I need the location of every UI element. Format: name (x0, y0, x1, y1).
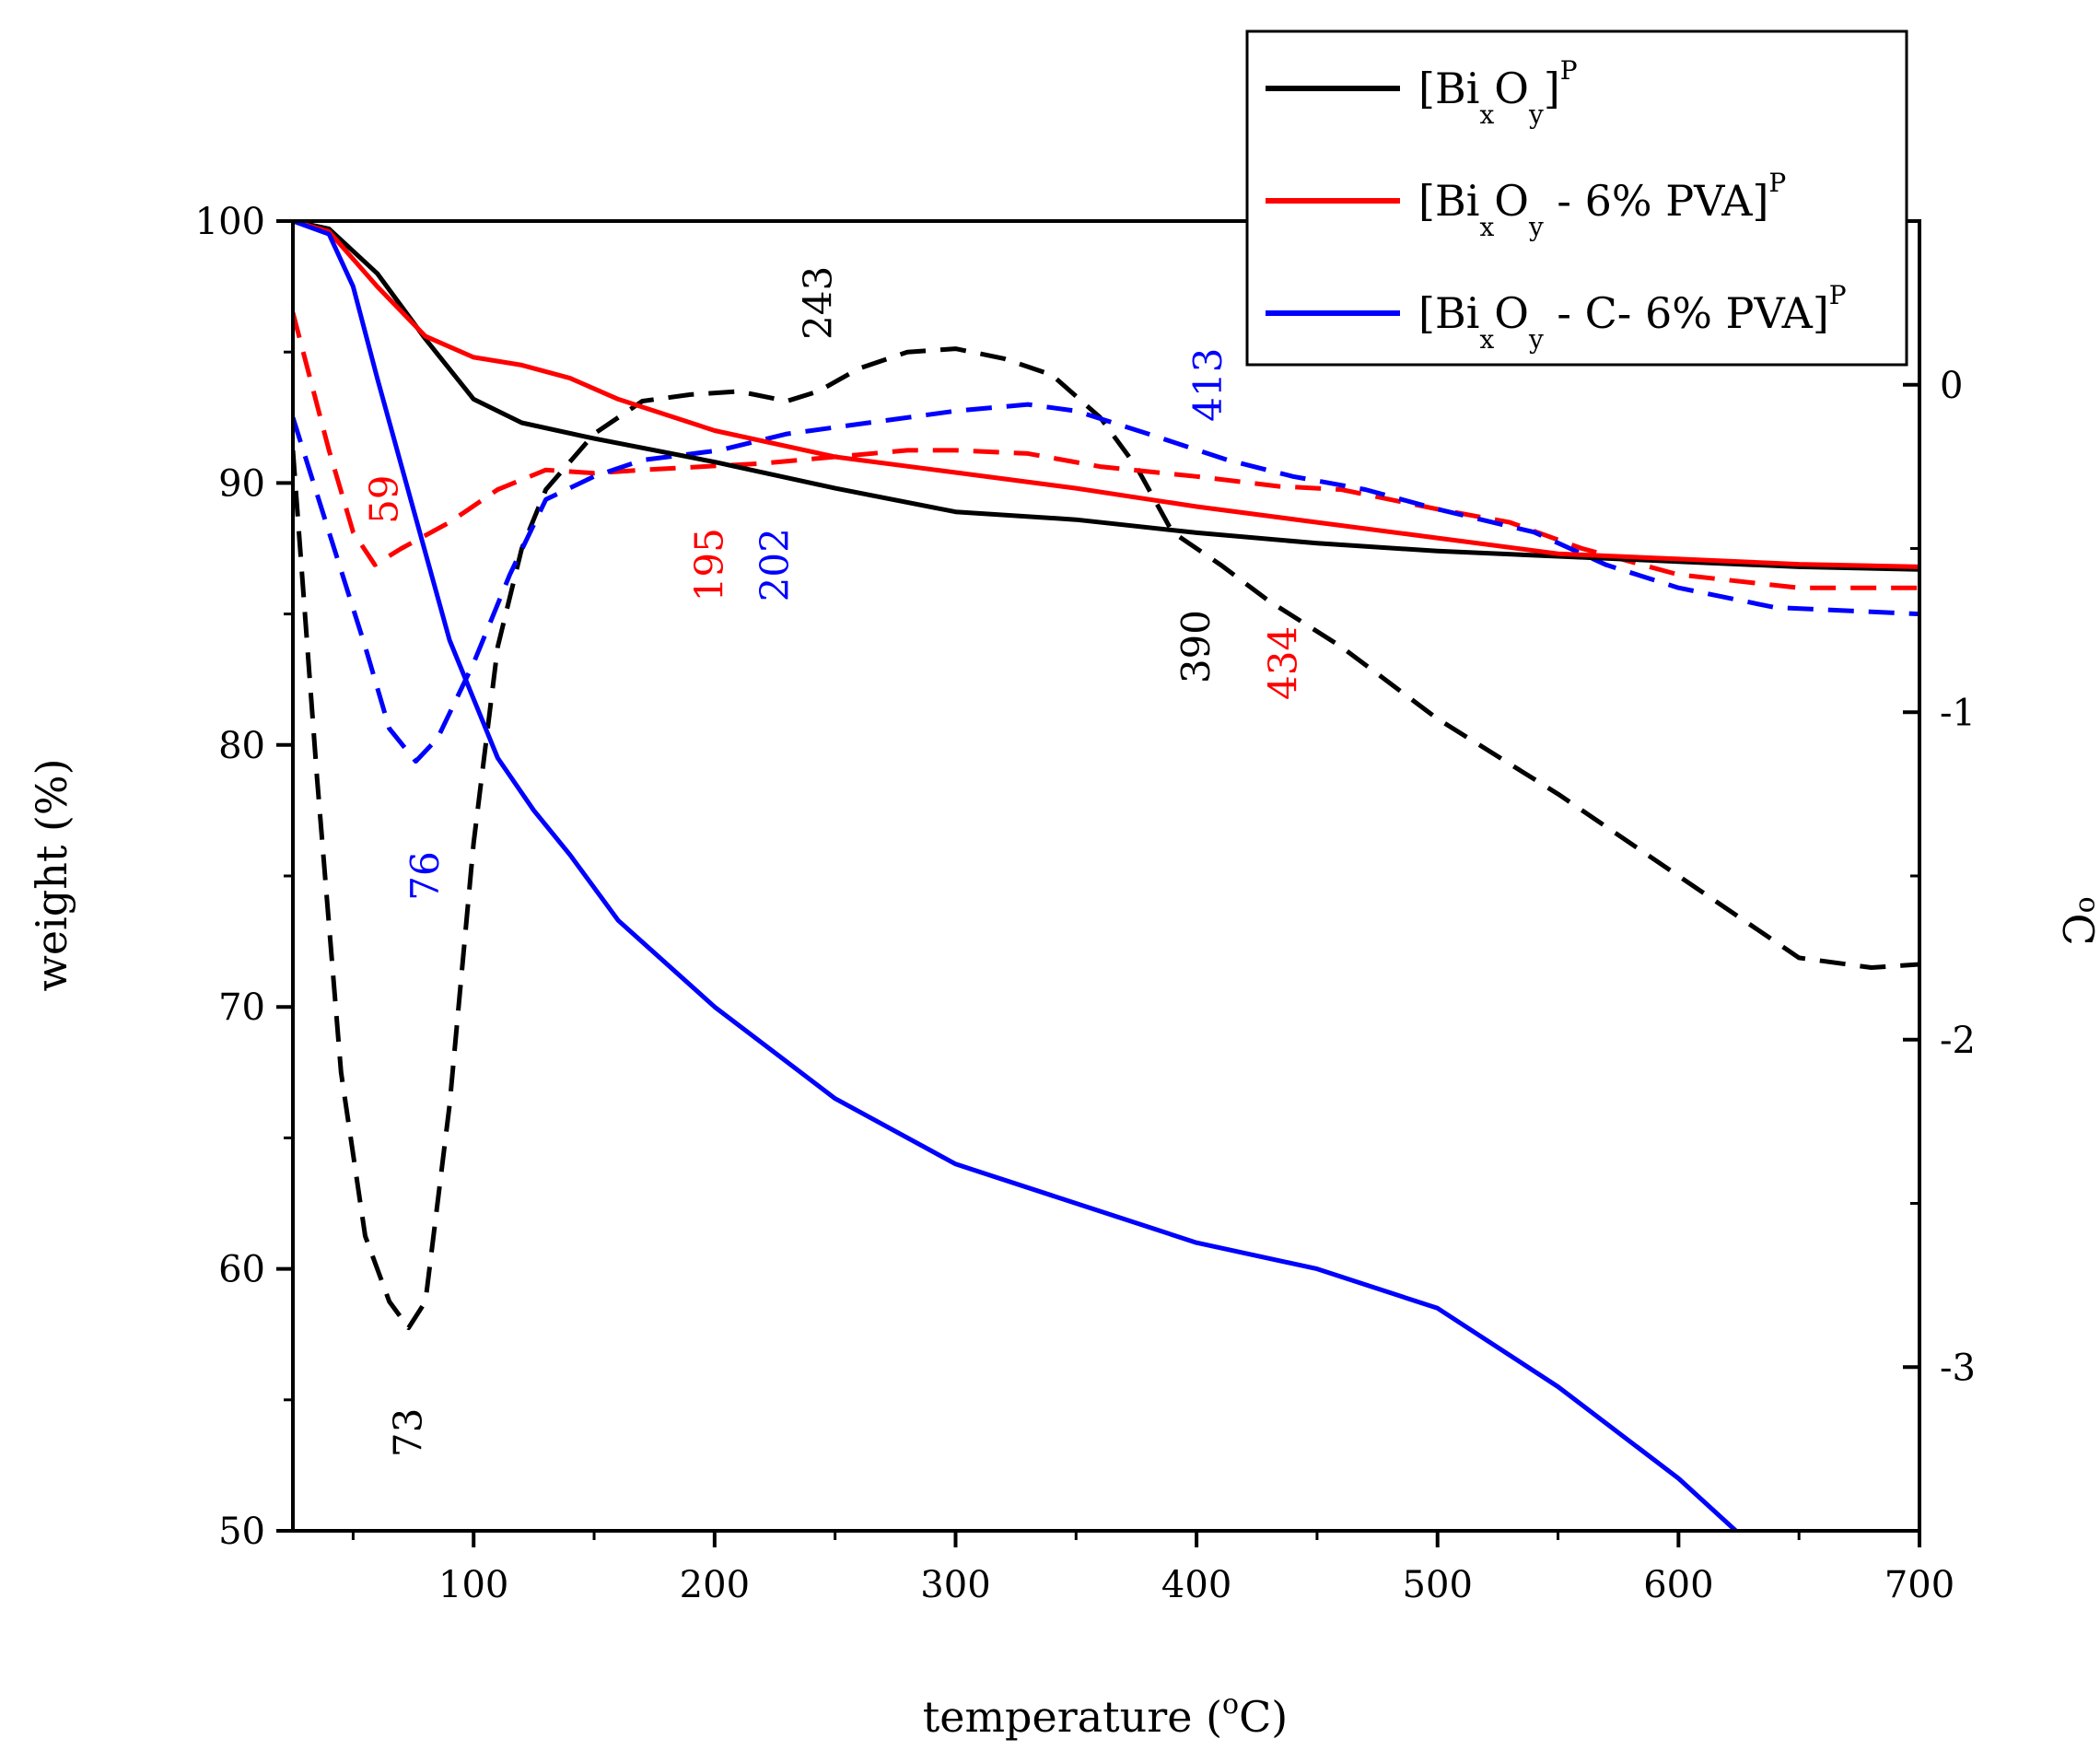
legend: [BixOy]P [BixOy - 6% PVA]P [BixOy - C- 6% … (1245, 29, 1908, 367)
legend-label: [BixOy - 6% PVA]P (1418, 168, 1786, 242)
y-axis-title: weight (%) (27, 758, 76, 991)
peak-label-390: 390 (1173, 610, 1219, 683)
y-tick-label: 50 (218, 1511, 265, 1553)
series-line-dta-0000ff (293, 402, 1919, 764)
y-tick-label: 80 (218, 725, 265, 767)
y2-tick-label: 0 (1940, 365, 1963, 407)
annotation-layer: 73 243 390 59 195 434 76 202 413 (361, 266, 1305, 1457)
series-layer (293, 221, 1919, 1531)
series-line-tga-0000ff (293, 221, 1740, 1531)
y2-tick-label: -3 (1940, 1347, 1976, 1389)
ticks-layer: 100 200 300 400 500 600 700 50 60 70 80 90 100 0 -1 -2 -… (195, 201, 1976, 1606)
y2-tick-label: -1 (1940, 692, 1976, 734)
series-line-dta-ff0000 (293, 311, 1919, 590)
peak-label-195: 195 (687, 528, 732, 601)
legend-label: [BixOy]P (1418, 55, 1578, 130)
plot-frame (291, 219, 1921, 1533)
y2-tick-label: -2 (1940, 1020, 1976, 1062)
peak-label-202: 202 (752, 528, 797, 601)
y-tick-label: 90 (218, 462, 265, 505)
x-tick-label: 300 (920, 1564, 990, 1606)
peak-label-59: 59 (361, 474, 406, 523)
x-axis-title: temperature (oC) (923, 1688, 1289, 1742)
peak-label-76: 76 (402, 851, 448, 900)
y-tick-label: 60 (218, 1249, 265, 1291)
series-line-dta-000000 (293, 346, 1919, 1331)
peak-label-413: 413 (1185, 348, 1231, 422)
y2-axis-title: oC (2053, 896, 2100, 945)
peak-label-243: 243 (795, 266, 840, 340)
x-tick-label: 400 (1161, 1564, 1231, 1606)
x-tick-label: 200 (680, 1564, 750, 1606)
y-tick-label: 100 (195, 201, 265, 243)
peak-label-434: 434 (1260, 626, 1305, 700)
y-tick-label: 70 (218, 986, 265, 1029)
peak-label-73: 73 (386, 1408, 431, 1457)
series-line-tga-ff0000 (293, 221, 1919, 569)
x-tick-label: 600 (1643, 1564, 1713, 1606)
x-tick-label: 700 (1884, 1564, 1954, 1606)
legend-label: [BixOy - C- 6% PVA]P (1418, 280, 1847, 355)
x-tick-label: 500 (1403, 1564, 1473, 1606)
axes-layer (291, 219, 1921, 1533)
x-tick-label: 100 (438, 1564, 508, 1606)
